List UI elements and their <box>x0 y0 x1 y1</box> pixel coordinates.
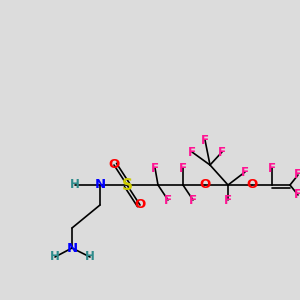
Text: F: F <box>294 169 300 182</box>
Text: N: N <box>66 242 78 254</box>
Text: O: O <box>200 178 211 191</box>
Text: F: F <box>268 161 276 175</box>
Text: H: H <box>50 250 60 263</box>
Text: O: O <box>246 178 258 191</box>
Text: F: F <box>294 188 300 202</box>
Text: F: F <box>164 194 172 206</box>
Text: F: F <box>189 194 197 206</box>
Text: S: S <box>122 178 133 193</box>
Text: H: H <box>70 178 80 191</box>
Text: N: N <box>94 178 106 191</box>
Text: O: O <box>134 199 146 212</box>
Text: F: F <box>179 161 187 175</box>
Text: F: F <box>218 146 226 158</box>
Text: F: F <box>201 134 209 146</box>
Text: O: O <box>108 158 120 172</box>
Text: F: F <box>224 194 232 206</box>
Text: F: F <box>188 146 196 158</box>
Text: F: F <box>151 161 159 175</box>
Text: H: H <box>85 250 95 263</box>
Text: F: F <box>241 166 249 178</box>
